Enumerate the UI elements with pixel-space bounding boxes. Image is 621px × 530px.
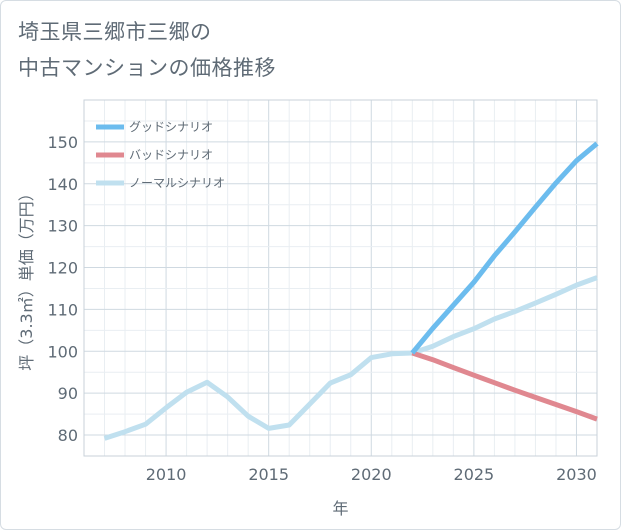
x-axis-title: 年 — [332, 499, 348, 518]
series-line-1 — [411, 350, 598, 422]
y-axis-title: 坪（3.3㎡）単価（万円） — [17, 185, 36, 370]
y-tick-label: 140 — [47, 175, 78, 194]
y-tick-label: 110 — [47, 300, 78, 319]
y-tick-label: 150 — [47, 133, 78, 152]
legend-label-2: ノーマルシナリオ — [129, 176, 225, 190]
y-tick-label: 90 — [58, 384, 78, 403]
y-axis-ticks: 80 90 100 110 120 130 140 150 — [47, 133, 78, 445]
x-tick-label: 2030 — [556, 465, 597, 484]
x-tick-label: 2015 — [248, 465, 289, 484]
x-tick-label: 2020 — [351, 465, 392, 484]
x-tick-label: 2025 — [454, 465, 495, 484]
y-tick-label: 120 — [47, 259, 78, 278]
y-tick-label: 100 — [47, 342, 78, 361]
chart-title-line-1: 埼玉県三郷市三郷の — [18, 20, 212, 44]
series-line-0 — [410, 141, 599, 355]
legend-label-1: バッドシナリオ — [129, 148, 213, 162]
chart-title-line-2: 中古マンションの価格推移 — [18, 56, 276, 80]
x-tick-label: 2010 — [146, 465, 187, 484]
y-tick-label: 130 — [47, 217, 78, 236]
legend-label-0: グッドシナリオ — [129, 120, 213, 134]
series-group — [103, 141, 599, 441]
chart-title: 埼玉県三郷市三郷の 中古マンションの価格推移 — [18, 14, 276, 86]
x-axis-ticks: 2010 2015 2020 2025 2030 — [146, 465, 597, 484]
y-tick-label: 80 — [58, 426, 78, 445]
series-line-2 — [103, 275, 598, 441]
